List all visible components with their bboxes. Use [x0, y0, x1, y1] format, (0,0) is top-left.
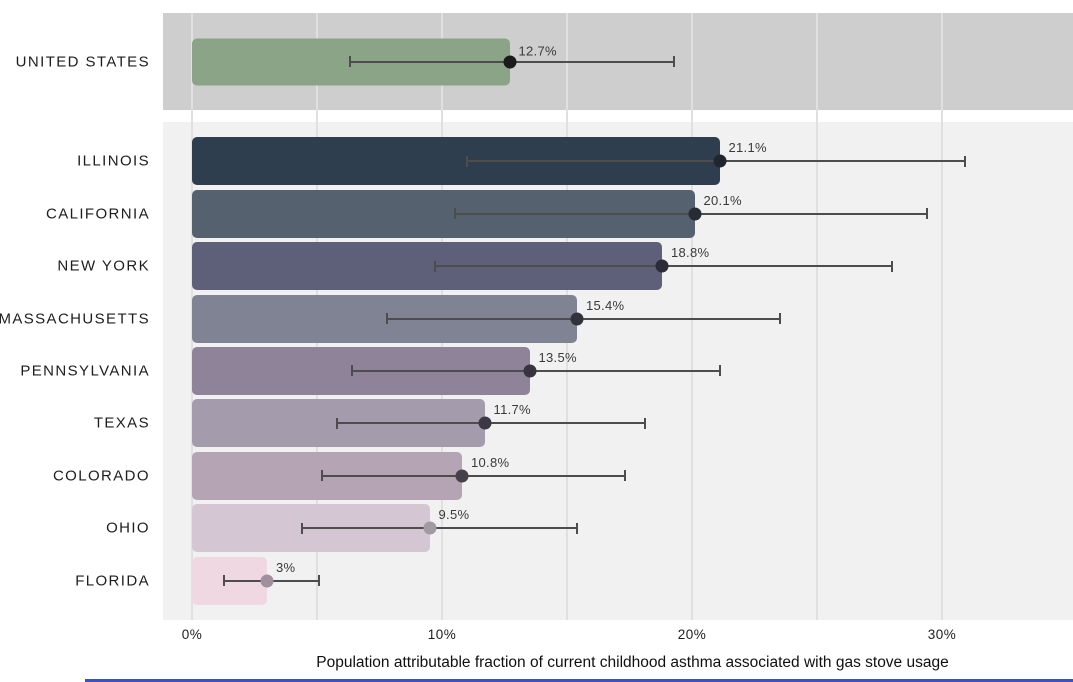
value-label: 20.1%: [703, 192, 742, 208]
plot-area: 20.1%: [192, 187, 1073, 239]
point-estimate-dot: [423, 521, 436, 535]
row-label: NEW YORK: [57, 257, 150, 275]
point-estimate-dot: [713, 154, 726, 168]
value-label: 15.4%: [586, 297, 625, 313]
bottom-edge-strip: [85, 679, 1073, 682]
plot-area: 3%: [192, 555, 1073, 607]
bar-row: OHIO 9.5%: [106, 502, 1073, 554]
error-bar: [321, 470, 625, 482]
bar-row: MASSACHUSETTS 15.4%: [0, 292, 1073, 344]
plot-area: 12.7%: [192, 13, 1073, 110]
value-label: 12.7%: [518, 43, 557, 58]
value-label: 3%: [275, 559, 296, 575]
point-estimate-dot: [570, 312, 584, 326]
states-panel: ILLINOIS 21.1% CALIFORNIA 20.1% NEW YORK 18.8…: [0, 122, 1073, 620]
point-estimate-dot: [688, 207, 701, 221]
value-label: 13.5%: [538, 349, 577, 365]
bar-row: TEXAS 11.7%: [94, 397, 1073, 449]
bar-row: ILLINOIS 21.1%: [77, 135, 1073, 187]
point-estimate-dot: [478, 416, 491, 430]
row-label: ILLINOIS: [77, 152, 150, 170]
x-axis-tick-label: 30%: [927, 627, 957, 642]
point-estimate-dot: [455, 469, 469, 483]
row-label: CALIFORNIA: [45, 205, 150, 223]
national-rows: UNITED STATES 12.7%: [16, 13, 1073, 110]
row-label: FLORIDA: [75, 572, 150, 590]
plot-area: 10.8%: [192, 450, 1073, 502]
bar-row: UNITED STATES 12.7%: [16, 13, 1073, 110]
bar-row: COLORADO 10.8%: [53, 450, 1073, 502]
row-label: OHIO: [106, 519, 150, 537]
plot-area: 15.4%: [192, 292, 1073, 344]
point-estimate-dot: [523, 364, 536, 378]
x-axis: 0% 10% 20% 30%: [182, 627, 1073, 645]
national-panel: UNITED STATES 12.7%: [16, 13, 1073, 110]
x-axis-tick-label: 20%: [677, 627, 707, 642]
x-axis-tick-label: 0%: [181, 627, 203, 642]
value-label: 11.7%: [493, 402, 531, 418]
row-label: PENNSYLVANIA: [20, 362, 150, 380]
states-rows: ILLINOIS 21.1% CALIFORNIA 20.1% NEW YORK 18.8…: [0, 122, 1073, 620]
point-estimate-dot: [503, 55, 516, 68]
bar-row: NEW YORK 18.8%: [57, 240, 1073, 292]
bar-row: CALIFORNIA 20.1%: [46, 187, 1073, 239]
point-estimate-dot: [260, 574, 274, 588]
x-axis-title: Population attributable fraction of curr…: [316, 654, 949, 671]
plot-area: 18.8%: [192, 240, 1073, 292]
plot-area: 13.5%: [192, 345, 1073, 397]
row-label: COLORADO: [52, 467, 150, 485]
bar-row: PENNSYLVANIA 13.5%: [20, 345, 1073, 397]
plot-area: 9.5%: [192, 502, 1073, 554]
row-label: MASSACHUSETTS: [0, 310, 150, 328]
plot-area: 11.7%: [192, 397, 1073, 449]
plot-area: 21.1%: [192, 135, 1073, 187]
row-label: UNITED STATES: [15, 53, 150, 70]
point-estimate-dot: [655, 259, 669, 273]
value-label: 18.8%: [671, 245, 710, 261]
value-label: 9.5%: [438, 507, 470, 523]
error-bar: [301, 522, 578, 534]
bar-row: FLORIDA 3%: [75, 555, 1073, 607]
row-label: TEXAS: [93, 414, 150, 432]
value-label: 21.1%: [728, 140, 767, 156]
x-axis-tick-label: 10%: [427, 627, 457, 642]
value-label: 10.8%: [471, 454, 510, 470]
